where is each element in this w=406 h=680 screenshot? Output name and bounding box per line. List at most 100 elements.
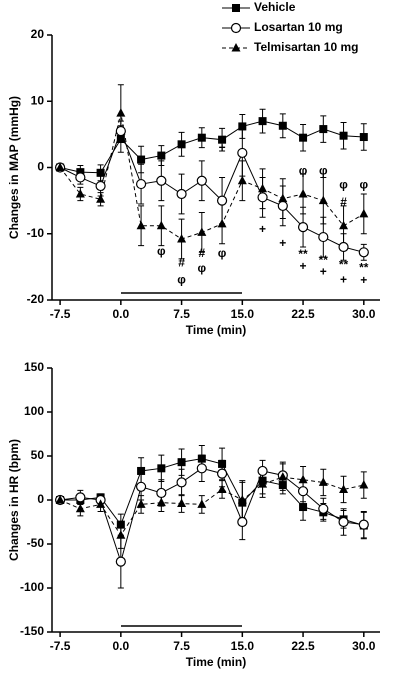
data-point (95, 180, 106, 192)
x-tick-label: -7.5 (50, 639, 71, 653)
y-tick-label: 100 (24, 404, 44, 418)
data-point (238, 122, 247, 131)
data-point (359, 480, 369, 489)
y-tick-label: -100 (20, 580, 44, 594)
annotation: ** (319, 253, 329, 267)
x-tick-label: 0.0 (112, 639, 129, 653)
data-point (96, 168, 105, 177)
data-point (75, 492, 86, 503)
data-point (197, 227, 207, 236)
data-point (76, 168, 85, 177)
annotation: # (340, 195, 347, 209)
annotation: + (340, 272, 347, 286)
x-axis-label: Time (min) (186, 323, 246, 337)
annotation: φ (218, 246, 227, 260)
x-tick-label: 7.5 (173, 639, 190, 653)
annotation: + (219, 140, 226, 154)
data-point (116, 108, 126, 117)
data-point (177, 140, 186, 149)
data-point (318, 503, 329, 514)
data-point (156, 220, 166, 230)
data-point (137, 466, 146, 475)
data-point (359, 133, 368, 142)
x-tick-label: -7.5 (50, 307, 71, 321)
series-line (59, 129, 364, 253)
legend-marker (231, 43, 241, 52)
data-point (258, 183, 268, 193)
data-point (177, 234, 187, 243)
legend-label: Losartan 10 mg (254, 20, 343, 34)
annotation: φ (339, 178, 348, 192)
legend-marker (230, 22, 242, 34)
data-point (177, 498, 187, 508)
series-line (60, 458, 364, 526)
data-point (218, 135, 227, 144)
data-point (318, 195, 328, 205)
data-point (257, 192, 268, 203)
data-point (299, 503, 308, 512)
data-point (298, 189, 308, 198)
data-point (136, 499, 146, 508)
y-tick-label: -150 (20, 624, 44, 638)
data-point (157, 464, 166, 473)
series-line (59, 476, 364, 537)
data-point (196, 463, 207, 474)
data-point (156, 497, 166, 507)
x-tick-label: 30.0 (352, 307, 376, 321)
data-point (258, 479, 268, 488)
data-point (298, 474, 308, 484)
data-point (196, 175, 207, 186)
data-point (115, 125, 126, 137)
data-point (197, 454, 206, 463)
annotation: + (300, 259, 307, 273)
data-point (278, 121, 287, 130)
y-tick-label: 150 (24, 360, 44, 374)
annotation: ** (359, 260, 369, 274)
annotation: φ (177, 272, 186, 286)
data-point (237, 147, 248, 159)
annotation: φ (157, 244, 166, 258)
data-point (176, 477, 187, 488)
y-tick-label: -10 (27, 226, 45, 240)
annotation: # (198, 246, 205, 260)
data-point (338, 241, 349, 253)
data-point (116, 520, 125, 529)
data-point (55, 162, 65, 171)
data-point (156, 175, 167, 186)
data-point (75, 503, 85, 513)
data-point (278, 193, 288, 203)
data-point (197, 499, 207, 508)
y-tick-label: 50 (31, 448, 45, 462)
annotation: + (279, 236, 286, 250)
series-line (60, 467, 364, 564)
data-point (217, 218, 227, 228)
x-axis-label: Time (min) (186, 655, 246, 669)
data-point (136, 220, 146, 230)
annotation: # (178, 256, 185, 270)
data-point (258, 117, 267, 126)
data-point (137, 155, 146, 164)
x-tick-label: 15.0 (231, 639, 255, 653)
data-point (135, 481, 147, 492)
data-point (217, 484, 227, 493)
y-tick-label: 20 (31, 27, 45, 41)
data-point (338, 516, 349, 528)
data-point (237, 175, 247, 185)
y-tick-label: -20 (27, 292, 45, 306)
y-tick-label: 0 (37, 160, 44, 174)
data-point (339, 484, 349, 493)
data-point (278, 472, 288, 481)
x-tick-label: 15.0 (231, 307, 255, 321)
data-point (319, 125, 328, 134)
data-point (75, 172, 86, 183)
x-tick-label: 0.0 (112, 307, 129, 321)
data-point (257, 465, 268, 477)
data-point (278, 481, 287, 490)
data-point (75, 189, 85, 198)
data-point (197, 133, 206, 142)
annotation: φ (319, 164, 328, 178)
data-point (115, 556, 126, 567)
data-point (116, 530, 126, 539)
data-point (55, 495, 65, 504)
